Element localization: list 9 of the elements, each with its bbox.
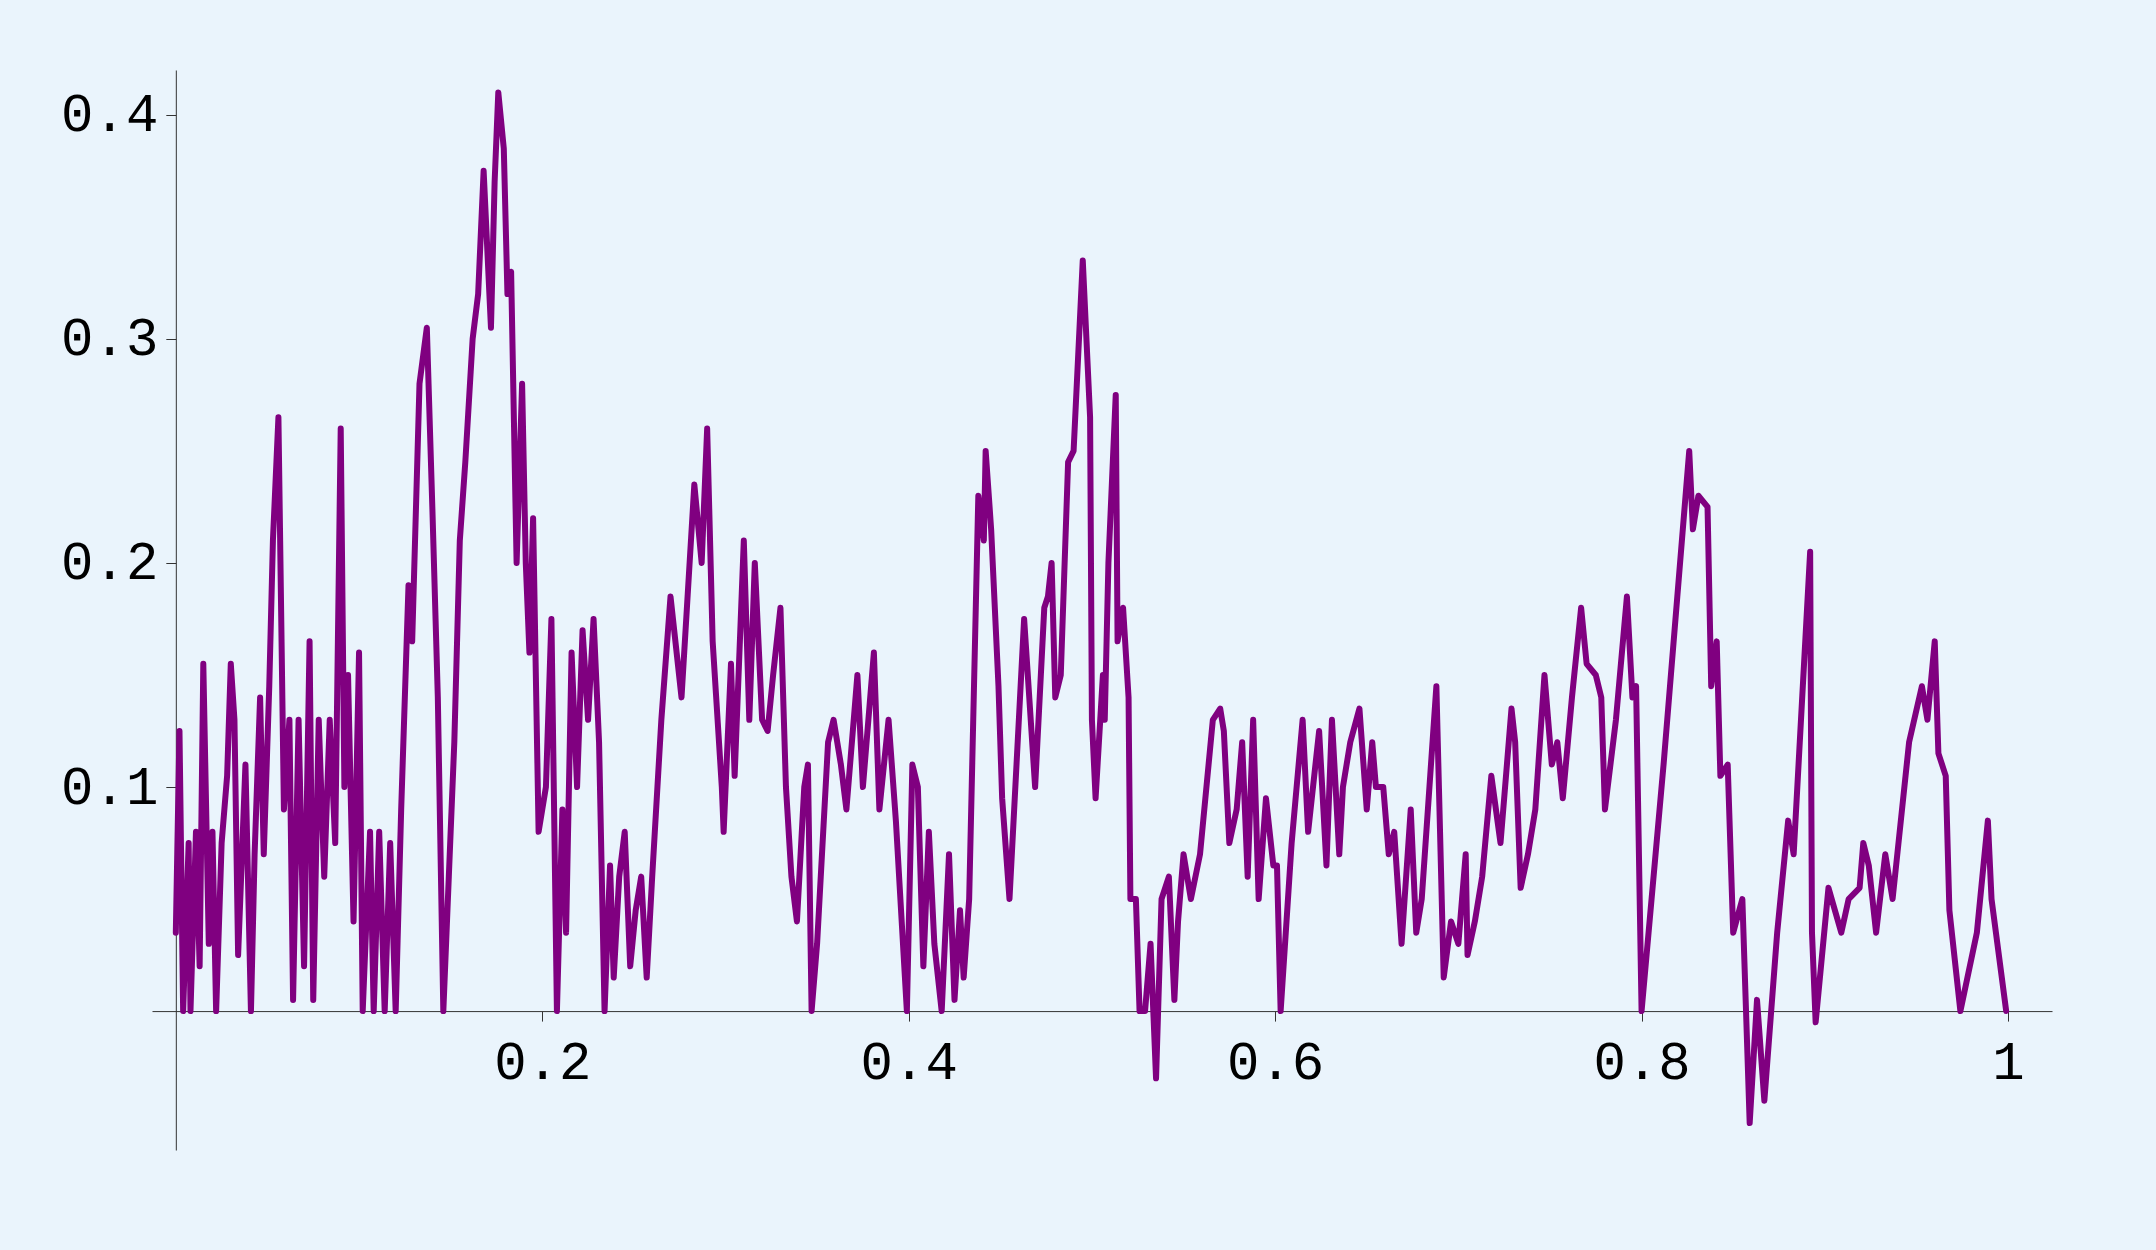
y-tick-label: 0.3: [61, 310, 159, 372]
y-tick-label: 0.1: [61, 758, 159, 820]
y-tick-label: 0.2: [61, 534, 159, 596]
x-tick-label: 1: [1992, 1033, 2025, 1095]
x-tick-label: 0.2: [494, 1033, 592, 1095]
x-tick-label: 0.6: [1227, 1033, 1325, 1095]
x-tick-label: 0.8: [1593, 1033, 1691, 1095]
y-tick-label: 0.4: [61, 86, 159, 148]
x-tick-label: 0.4: [860, 1033, 958, 1095]
